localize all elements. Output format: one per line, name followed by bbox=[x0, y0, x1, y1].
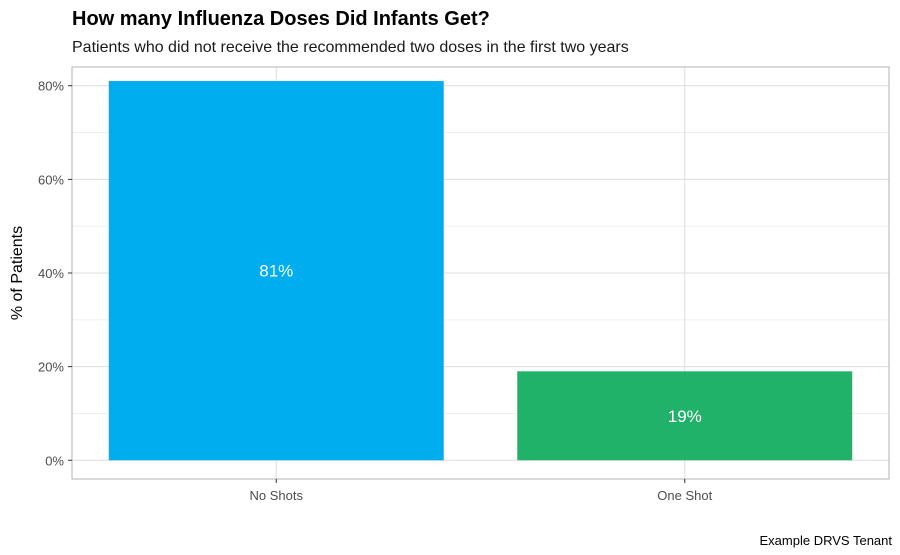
y-axis-ticks: 0% 20% 40% 60% 80% bbox=[38, 79, 72, 468]
bar bbox=[108, 81, 444, 461]
bar bbox=[517, 371, 853, 461]
x-axis-ticks: No Shots One Shot bbox=[250, 479, 713, 503]
chart-caption: Example DRVS Tenant bbox=[759, 533, 892, 548]
chart-title: How many Influenza Doses Did Infants Get… bbox=[72, 8, 490, 30]
bar-value-label: 81% bbox=[259, 262, 293, 281]
bar-value-label: 19% bbox=[668, 407, 702, 426]
y-tick-label: 60% bbox=[38, 172, 64, 187]
y-tick-label: 0% bbox=[45, 453, 64, 468]
y-tick-label: 20% bbox=[38, 360, 64, 375]
y-axis-label: % of Patients bbox=[9, 226, 26, 320]
data-labels-layer: 81% 19% bbox=[259, 262, 702, 426]
chart-subtitle: Patients who did not receive the recomme… bbox=[72, 39, 629, 56]
x-tick-label: One Shot bbox=[657, 488, 712, 503]
y-tick-label: 40% bbox=[38, 266, 64, 281]
y-tick-label: 80% bbox=[38, 79, 64, 94]
bars-layer bbox=[108, 81, 853, 461]
x-tick-label: No Shots bbox=[250, 488, 304, 503]
